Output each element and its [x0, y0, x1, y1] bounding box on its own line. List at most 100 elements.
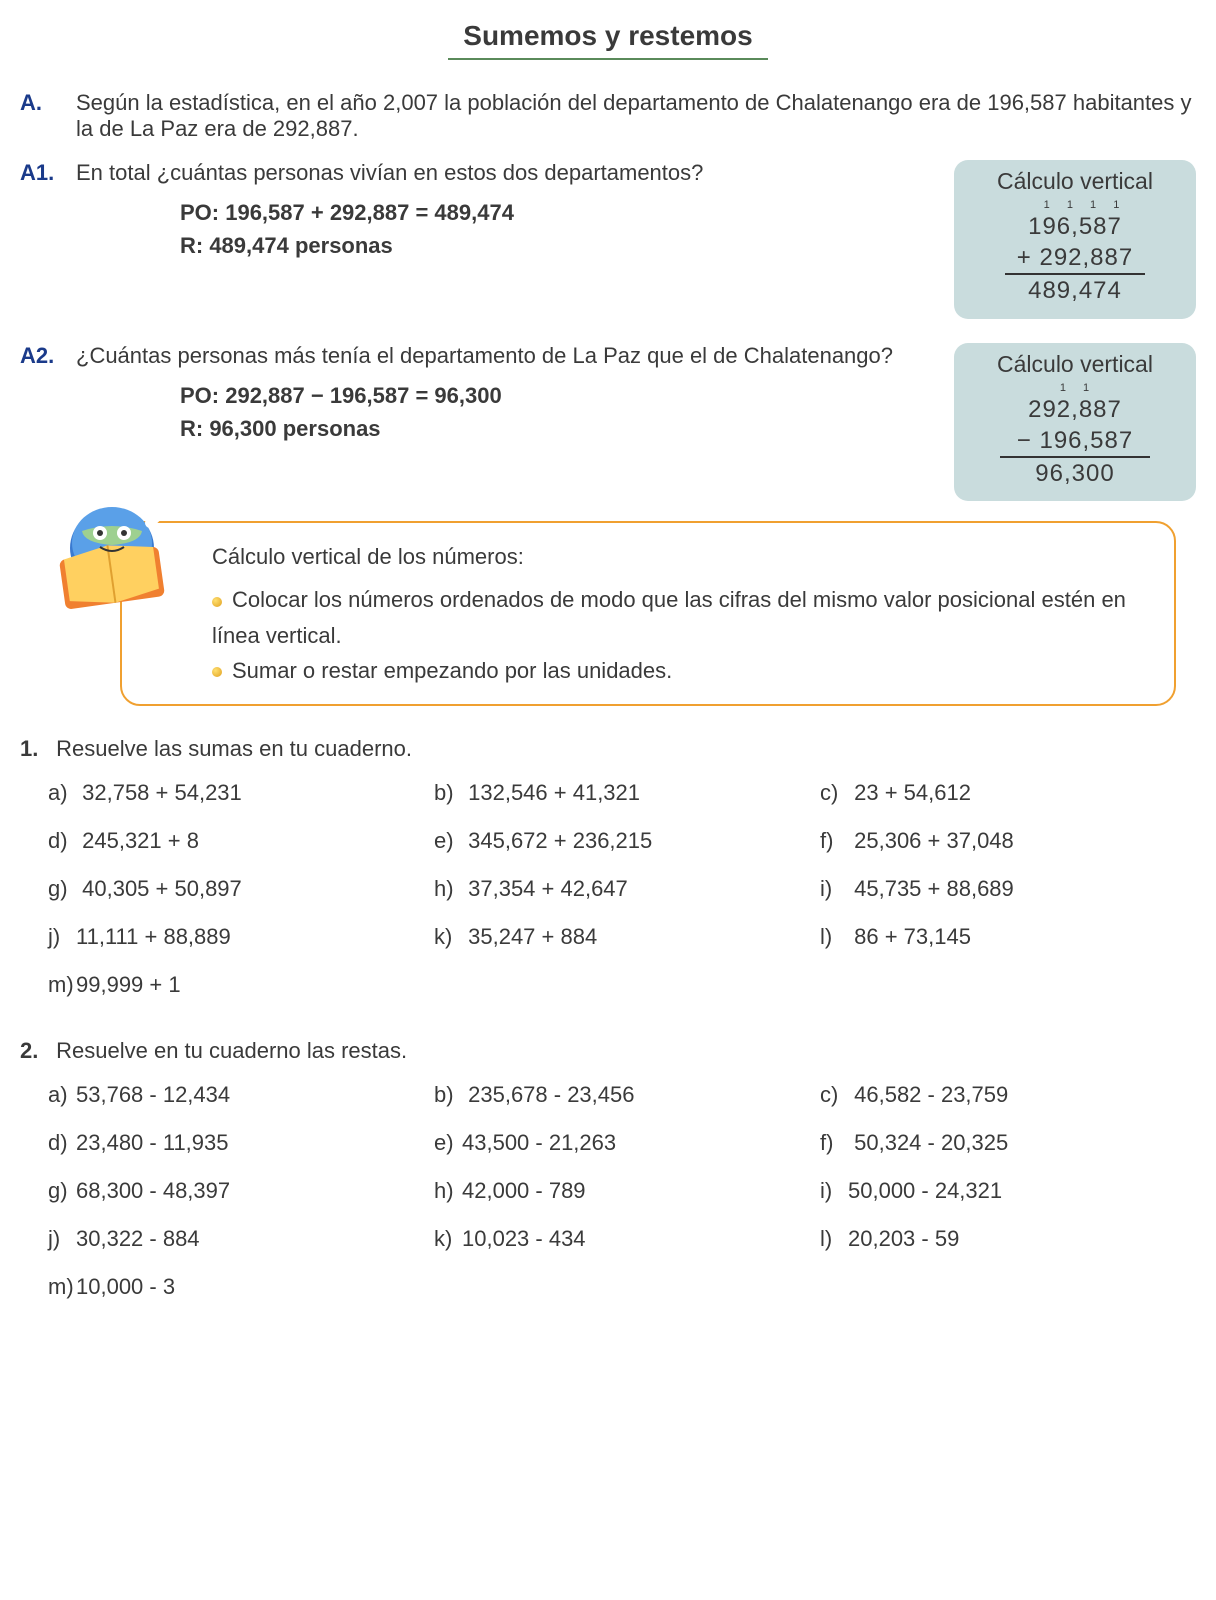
tip-bullet-1: Colocar los números ordenados de modo qu…: [212, 582, 1150, 652]
ex1-g: g) 40,305 + 50,897: [48, 876, 424, 902]
ex-letter: h): [434, 1178, 462, 1204]
ex-value: 30,322 - 884: [76, 1226, 200, 1251]
ex2-prompt: Resuelve en tu cuaderno las restas.: [56, 1038, 407, 1063]
tip-title: Cálculo vertical de los números:: [212, 539, 1150, 574]
calc-n2-A2: − 196,587: [1000, 425, 1150, 458]
ex1-e: e) 345,672 + 236,215: [434, 828, 810, 854]
ex-letter: g): [48, 1178, 76, 1204]
ex-letter: h): [434, 876, 462, 902]
question-A1: En total ¿cuántas personas vivían en est…: [64, 160, 954, 186]
ex-letter: f): [820, 828, 848, 854]
ex-letter: e): [434, 828, 462, 854]
ex2-label: 2.: [20, 1038, 50, 1064]
ex-value: 10,000 - 3: [76, 1274, 175, 1299]
ex1-f: f) 25,306 + 37,048: [820, 828, 1196, 854]
ex2-h: h)42,000 - 789: [434, 1178, 810, 1204]
ex1-c: c) 23 + 54,612: [820, 780, 1196, 806]
exercise-2-grid: a)53,768 - 12,434 b) 235,678 - 23,456 c)…: [48, 1082, 1196, 1300]
ex-letter: j): [48, 1226, 76, 1252]
exercise-1-header: 1. Resuelve las sumas en tu cuaderno.: [20, 736, 1196, 762]
ex-value: 25,306 + 37,048: [854, 828, 1014, 853]
ex-value: 245,321 + 8: [82, 828, 199, 853]
ex2-j: j)30,322 - 884: [48, 1226, 424, 1252]
ex-letter: b): [434, 1082, 462, 1108]
ex-value: 86 + 73,145: [854, 924, 971, 949]
ex-value: 37,354 + 42,647: [468, 876, 628, 901]
ex2-e: e)43,500 - 21,263: [434, 1130, 810, 1156]
ex-value: 20,203 - 59: [848, 1226, 959, 1251]
ex1-b: b) 132,546 + 41,321: [434, 780, 810, 806]
ex2-c: c) 46,582 - 23,759: [820, 1082, 1196, 1108]
ex-letter: c): [820, 1082, 848, 1108]
ex-letter: l): [820, 924, 848, 950]
section-A2: A2. ¿Cuántas personas más tenía el depar…: [20, 343, 954, 369]
ex-value: 23,480 - 11,935: [76, 1130, 229, 1155]
ex-value: 11,111 + 88,889: [76, 924, 231, 949]
ex-letter: a): [48, 780, 76, 806]
ex-value: 40,305 + 50,897: [82, 876, 242, 901]
ex1-l: l) 86 + 73,145: [820, 924, 1196, 950]
po-A2: PO: 292,887 − 196,587 = 96,300: [180, 379, 954, 412]
label-A: A.: [20, 90, 64, 142]
ex1-k: k) 35,247 + 884: [434, 924, 810, 950]
ex-value: 45,735 + 88,689: [854, 876, 1014, 901]
ex-letter: i): [820, 1178, 848, 1204]
ex-letter: d): [48, 828, 76, 854]
ex-value: 46,582 - 23,759: [854, 1082, 1008, 1107]
ex2-i: i)50,000 - 24,321: [820, 1178, 1196, 1204]
ex-letter: k): [434, 924, 462, 950]
exercise-1-grid: a) 32,758 + 54,231 b) 132,546 + 41,321 c…: [48, 780, 1196, 998]
section-A: A. Según la estadística, en el año 2,007…: [20, 90, 1196, 142]
calc-carry-A1: 1 1 1 1: [970, 199, 1180, 211]
label-A2: A2.: [20, 343, 64, 369]
r-A2: R: 96,300 personas: [180, 412, 954, 445]
ex-letter: k): [434, 1226, 462, 1252]
ex2-a: a)53,768 - 12,434: [48, 1082, 424, 1108]
calc-carry-A2: 1 1: [970, 382, 1180, 394]
ex1-d: d) 245,321 + 8: [48, 828, 424, 854]
calc-n1-A1: 196,587: [970, 211, 1180, 242]
ex-letter: e): [434, 1130, 462, 1156]
tip-b1-text: Colocar los números ordenados de modo qu…: [212, 587, 1126, 647]
po-A1: PO: 196,587 + 292,887 = 489,474: [180, 196, 954, 229]
ex-letter: l): [820, 1226, 848, 1252]
calc-title-A1: Cálculo vertical: [970, 168, 1180, 195]
ex2-f: f) 50,324 - 20,325: [820, 1130, 1196, 1156]
ex2-b: b) 235,678 - 23,456: [434, 1082, 810, 1108]
exercise-2-header: 2. Resuelve en tu cuaderno las restas.: [20, 1038, 1196, 1064]
ex-letter: a): [48, 1082, 76, 1108]
tip-b2-text: Sumar o restar empezando por las unidade…: [232, 658, 672, 683]
ex-value: 42,000 - 789: [462, 1178, 586, 1203]
page-title: Sumemos y restemos: [448, 20, 768, 60]
calc-result-A1: 489,474: [970, 275, 1180, 306]
ex-letter: j): [48, 924, 76, 950]
ex2-k: k)10,023 - 434: [434, 1226, 810, 1252]
ex-value: 10,023 - 434: [462, 1226, 586, 1251]
ex-letter: f): [820, 1130, 848, 1156]
ex-letter: c): [820, 780, 848, 806]
bullet-icon: [212, 597, 222, 607]
ex-value: 99,999 + 1: [76, 972, 181, 997]
mascot-icon: [12, 483, 192, 623]
calc-box-A1: Cálculo vertical 1 1 1 1 196,587 + 292,8…: [954, 160, 1196, 319]
ex-letter: g): [48, 876, 76, 902]
ex2-l: l)20,203 - 59: [820, 1226, 1196, 1252]
ex-value: 50,324 - 20,325: [854, 1130, 1008, 1155]
text-A: Según la estadística, en el año 2,007 la…: [64, 90, 1196, 142]
answer-A2: PO: 292,887 − 196,587 = 96,300 R: 96,300…: [180, 379, 954, 445]
tip-box: Cálculo vertical de los números: Colocar…: [120, 521, 1176, 706]
ex1-h: h) 37,354 + 42,647: [434, 876, 810, 902]
ex2-m: m)10,000 - 3: [48, 1274, 424, 1300]
ex-value: 132,546 + 41,321: [468, 780, 640, 805]
ex-value: 50,000 - 24,321: [848, 1178, 1002, 1203]
ex1-label: 1.: [20, 736, 50, 762]
question-A2: ¿Cuántas personas más tenía el departame…: [64, 343, 954, 369]
ex1-m: m)99,999 + 1: [48, 972, 424, 998]
bullet-icon: [212, 667, 222, 677]
calc-title-A2: Cálculo vertical: [970, 351, 1180, 378]
ex1-a: a) 32,758 + 54,231: [48, 780, 424, 806]
tip-bullet-2: Sumar o restar empezando por las unidade…: [212, 653, 1150, 688]
ex-value: 53,768 - 12,434: [76, 1082, 230, 1107]
ex-value: 35,247 + 884: [468, 924, 597, 949]
calc-result-A2: 96,300: [970, 458, 1180, 489]
